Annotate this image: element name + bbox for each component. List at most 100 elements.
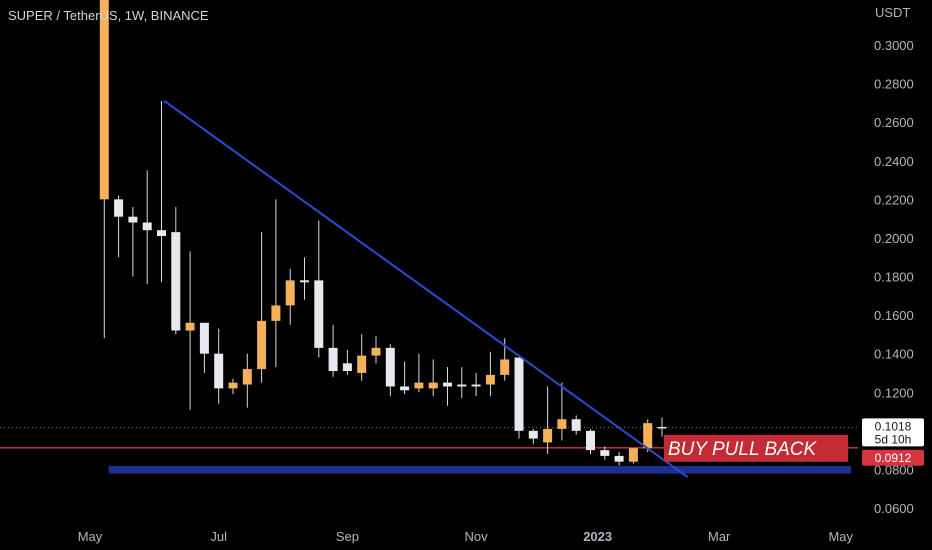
candle[interactable] — [285, 268, 295, 325]
candle[interactable] — [357, 334, 367, 381]
price-tick-label: 0.2800 — [874, 77, 914, 92]
candle[interactable] — [114, 195, 124, 258]
candle[interactable] — [171, 207, 181, 335]
price-tick-label: 0.1200 — [874, 385, 914, 400]
candle-body — [271, 305, 281, 321]
chart-title: SUPER / TetherUS, 1W, BINANCE — [8, 8, 209, 23]
trendline-layer[interactable] — [163, 100, 689, 478]
price-tag-value: 0.1018 — [875, 419, 912, 433]
candle-body — [228, 382, 238, 389]
candle[interactable] — [185, 251, 195, 410]
annotation-box — [664, 434, 848, 462]
candle[interactable] — [228, 378, 238, 395]
price-tag-countdown: 5d 10h — [875, 432, 912, 446]
candle-body — [342, 363, 352, 372]
candle-body — [471, 384, 481, 387]
candle[interactable] — [428, 359, 438, 397]
candle[interactable] — [443, 367, 452, 406]
candle-body — [371, 347, 381, 356]
candle[interactable] — [342, 349, 352, 375]
candle-body — [357, 355, 367, 373]
candle[interactable] — [514, 357, 524, 439]
candles-layer[interactable] — [99, 0, 667, 466]
candle-body — [485, 374, 495, 385]
candle-body — [300, 280, 309, 283]
candle-body — [614, 455, 624, 462]
price-tick-label: 0.1400 — [874, 347, 914, 362]
candle[interactable] — [628, 448, 638, 464]
candle[interactable] — [657, 417, 667, 437]
candle[interactable] — [457, 367, 467, 399]
time-tick-label: Sep — [336, 529, 359, 544]
candle[interactable] — [586, 428, 595, 454]
candle-body — [500, 359, 510, 375]
candle-body — [114, 199, 124, 217]
price-tick-label: 0.2000 — [874, 231, 914, 246]
candle[interactable] — [643, 419, 653, 453]
candle-body — [414, 382, 424, 389]
candle-body — [628, 448, 638, 462]
candle[interactable] — [371, 336, 381, 364]
candle[interactable] — [242, 353, 252, 408]
candle[interactable] — [257, 232, 267, 383]
time-tick-label: May — [828, 529, 853, 544]
candle[interactable] — [600, 446, 610, 460]
candle-body — [142, 222, 152, 231]
candle[interactable] — [157, 100, 166, 283]
candle-body — [128, 216, 138, 223]
support-zone-layer — [108, 465, 852, 474]
candle[interactable] — [414, 353, 424, 393]
candle-body — [643, 423, 653, 449]
candle-body — [557, 419, 567, 429]
candle-body — [600, 450, 610, 456]
time-axis[interactable]: May Jul Sep Nov 2023 Mar May — [78, 529, 854, 544]
candle-body — [314, 280, 324, 348]
candle-body — [443, 382, 452, 387]
annotation-text: BUY PULL BACK — [668, 439, 818, 460]
price-tick-label: 0.2400 — [874, 154, 914, 169]
price-tick-label: 0.2600 — [874, 115, 914, 130]
descending-trendline[interactable] — [163, 100, 689, 478]
candle[interactable] — [328, 324, 338, 377]
time-tick-label: 2023 — [583, 529, 612, 544]
candle-body — [514, 357, 524, 431]
candle-body — [528, 430, 538, 439]
candle[interactable] — [199, 322, 209, 373]
price-tick-label: 0.1800 — [874, 270, 914, 285]
candle[interactable] — [571, 415, 581, 435]
candle[interactable] — [485, 351, 495, 397]
candle[interactable] — [142, 170, 152, 285]
candle-body — [157, 230, 166, 236]
line-tag-box — [862, 449, 924, 466]
candle[interactable] — [557, 382, 567, 441]
time-tick-label: May — [78, 529, 103, 544]
candle-body — [199, 322, 209, 354]
time-tick-label: Jul — [210, 529, 227, 544]
candle[interactable] — [128, 207, 138, 277]
candle-body — [543, 428, 553, 443]
price-tag-box — [862, 418, 924, 447]
candle[interactable] — [471, 372, 481, 397]
candle-body — [400, 386, 410, 391]
candle[interactable] — [214, 328, 224, 404]
candle[interactable] — [271, 199, 281, 368]
candle-body — [428, 382, 438, 389]
candle[interactable] — [543, 386, 553, 454]
candle[interactable] — [314, 220, 324, 358]
candle[interactable] — [400, 361, 410, 395]
candle[interactable] — [300, 257, 309, 300]
candle-body — [171, 232, 181, 331]
candle[interactable] — [528, 428, 538, 445]
candle-body — [257, 320, 267, 370]
price-tick-label: 0.3000 — [874, 38, 914, 53]
currency-label: USDT — [875, 5, 910, 20]
candle-body — [385, 347, 395, 387]
candle[interactable] — [614, 452, 624, 466]
time-tick-label: Mar — [708, 529, 731, 544]
candle[interactable] — [99, 0, 109, 339]
candle[interactable] — [385, 344, 395, 397]
price-tick-label: 0.2200 — [874, 192, 914, 207]
